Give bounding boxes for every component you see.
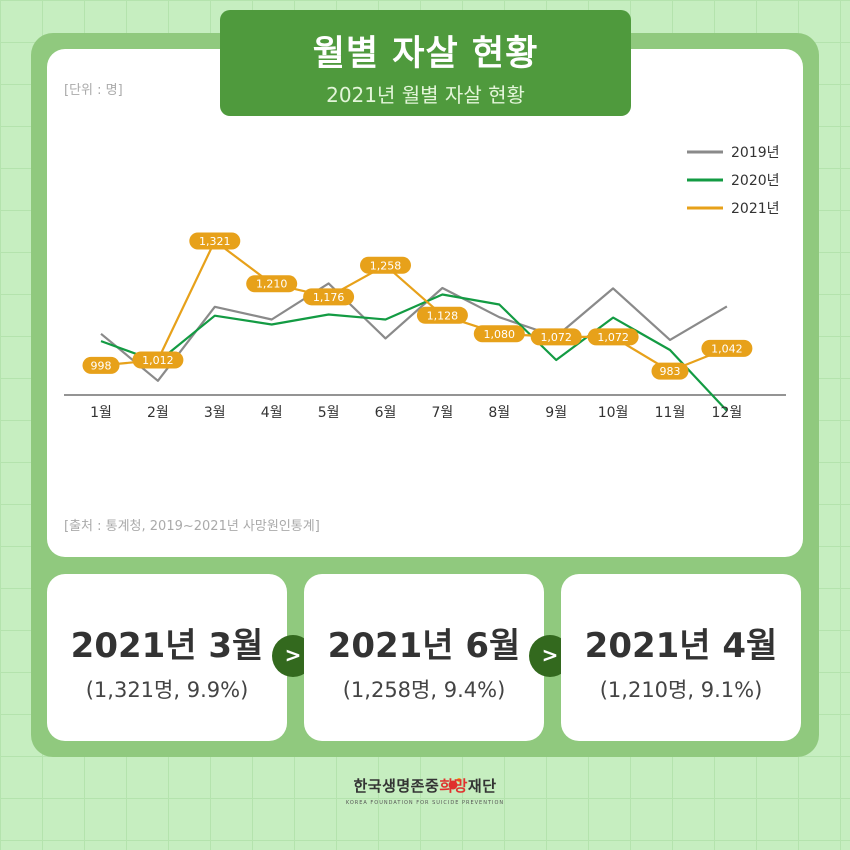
x-tick-label: 4월 [261,405,283,421]
data-label: 1,072 [587,328,639,346]
rank-card-1-title: 2021년 3월 [70,626,264,666]
page-subtitle: 2021년 월별 자살 현황 [326,83,525,107]
x-tick-label: 11월 [655,405,686,421]
x-tick-label: 7월 [432,405,454,421]
data-label: 983 [651,362,689,380]
svg-text:1,072: 1,072 [597,331,629,344]
rank-card-3-title: 2021년 4월 [584,626,778,666]
svg-text:1,128: 1,128 [427,309,459,322]
rank-card-2: 2021년 6월 (1,258명, 9.4%) [304,574,544,741]
data-label: 1,176 [303,288,355,306]
x-tick-label: 3월 [204,405,226,421]
series-line-2019년 [100,282,728,382]
svg-text:1,210: 1,210 [256,278,288,291]
x-tick-label: 5월 [318,405,340,421]
svg-text:1,080: 1,080 [484,328,516,341]
unit-label: [단위 : 명] [64,83,123,98]
x-tick-label: 9월 [545,405,567,421]
x-tick-label: 1월 [90,405,112,421]
rank-card-1: 2021년 3월 (1,321명, 9.9%) [47,574,287,741]
legend-item: 2019년 [687,145,780,161]
data-label: 1,080 [473,325,525,343]
svg-text:2021년: 2021년 [731,201,780,217]
svg-text:998: 998 [91,359,112,372]
foundation-name-main: 한국생명존중 [353,777,440,795]
data-label: 1,210 [246,275,298,293]
data-label: 1,128 [416,306,468,324]
data-label: 998 [82,356,120,374]
title-banner: 월별 자살 현황 2021년 월별 자살 현황 [220,10,631,116]
foundation-name: 한국생명존중희망재단 [0,775,850,796]
rank-card-3: 2021년 4월 (1,210명, 9.1%) [561,574,801,741]
svg-text:1,012: 1,012 [142,354,174,367]
x-tick-label: 6월 [375,405,397,421]
svg-text:2020년: 2020년 [731,173,780,189]
x-tick-label: 2월 [147,405,169,421]
page-title: 월별 자살 현황 [312,34,539,74]
data-label: 1,042 [701,339,753,357]
svg-text:1,258: 1,258 [370,259,402,272]
footer-logo: 한국생명존중희망재단 KOREA FOUNDATION FOR SUICIDE … [0,775,850,806]
svg-text:1,176: 1,176 [313,291,345,304]
data-label: 1,072 [530,328,582,346]
foundation-name-accent: 희망 [439,777,468,795]
rank-card-2-title: 2021년 6월 [327,626,521,666]
foundation-logo-icon [448,778,461,790]
data-label: 1,321 [189,232,241,250]
svg-text:1,072: 1,072 [540,331,572,344]
x-tick-label: 8월 [488,405,510,421]
data-label: 1,258 [360,256,411,274]
rank-card-3-detail: (1,210명, 9.1%) [599,678,763,702]
svg-text:983: 983 [660,365,681,378]
rank-card-1-detail: (1,321명, 9.9%) [85,678,249,702]
foundation-name-end: 재단 [467,777,497,795]
legend-item: 2020년 [687,173,780,189]
svg-text:2019년: 2019년 [731,145,780,161]
x-tick-label: 10월 [598,405,629,421]
foundation-subtitle: KOREA FOUNDATION FOR SUICIDE PREVENTION [345,800,505,806]
legend-item: 2021년 [687,201,780,217]
svg-text:1,042: 1,042 [711,342,743,355]
x-tick-label: 12월 [712,405,743,421]
rank-card-2-detail: (1,258명, 9.4%) [342,678,506,702]
series-line-2020년 [100,293,728,412]
source-label: [출처 : 통계청, 2019~2021년 사망원인통계] [64,519,320,534]
data-label: 1,012 [132,351,184,369]
svg-text:1,321: 1,321 [199,235,231,248]
